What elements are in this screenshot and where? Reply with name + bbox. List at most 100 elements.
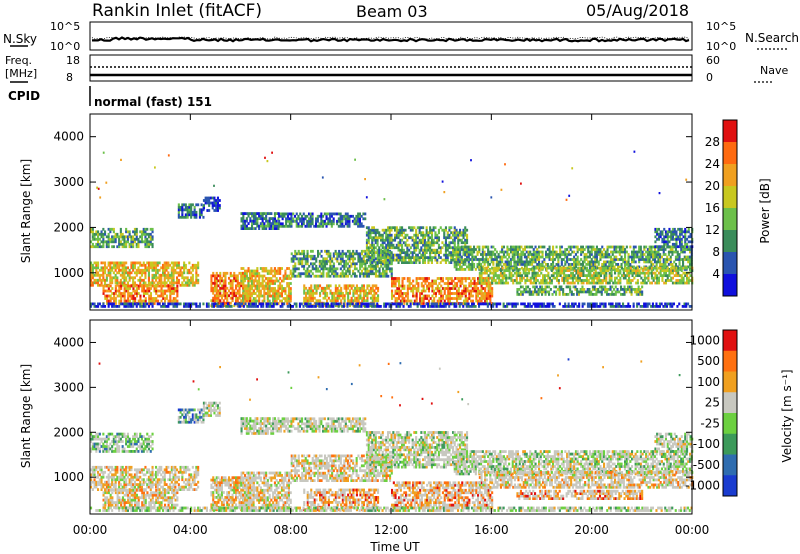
echo-cell (364, 259, 367, 263)
echo-cell (571, 250, 574, 254)
echo-cell (158, 278, 161, 282)
echo-cell (220, 279, 223, 283)
echo-cell (576, 255, 579, 259)
echo-cell (102, 235, 105, 239)
echo-cell (626, 266, 629, 270)
echo-cell (478, 258, 481, 261)
echo-cell (266, 222, 269, 225)
echo-cell (181, 273, 184, 277)
echo-cell (538, 260, 541, 264)
echo-cell (464, 231, 467, 235)
echo-cell (158, 273, 161, 277)
echo-cell (603, 248, 606, 251)
echo-cell (676, 258, 679, 261)
echo-cell (489, 284, 492, 288)
echo-cell (489, 269, 492, 272)
echo-cell (318, 214, 321, 218)
echo-cell (671, 276, 674, 280)
echo-cell (163, 261, 166, 265)
echo-cell (427, 299, 430, 303)
echo-cell (557, 269, 560, 272)
echo-cell (100, 266, 103, 270)
echo-cell (635, 271, 638, 275)
echo-cell (245, 272, 248, 275)
echo-cell (251, 212, 254, 215)
echo-cell (640, 271, 643, 275)
echo-cell (608, 276, 611, 280)
echo-cell (119, 242, 122, 246)
echo-cell (430, 241, 433, 245)
echo-cell (664, 271, 667, 275)
echo-cell (635, 281, 638, 285)
echo-cell (429, 284, 432, 288)
echo-cell (135, 292, 138, 295)
echo-cell (365, 238, 368, 242)
echo-cell (111, 297, 114, 300)
echo-cell (158, 294, 161, 298)
echo-cell (123, 266, 126, 270)
echo-cell (352, 254, 355, 258)
echo-cell (547, 274, 550, 277)
echo-cell (512, 279, 515, 282)
echo-cell (474, 268, 477, 271)
echo-cell (450, 253, 453, 257)
echo-cell (505, 269, 508, 272)
echo-cell (420, 302, 423, 305)
echo-cell (589, 281, 592, 285)
echo-cell (331, 299, 334, 303)
echo-cell (109, 281, 112, 285)
echo-cell (590, 258, 593, 261)
echo-cell (371, 243, 374, 247)
echo-cell (177, 271, 180, 275)
echo-cell (525, 260, 528, 264)
echo-cell (198, 208, 201, 212)
echo-cell (123, 271, 126, 275)
echo-cell (93, 232, 96, 236)
echo-cell (436, 261, 439, 264)
echo-cell (327, 259, 330, 263)
echo-cell (520, 260, 523, 264)
echo-cell (272, 282, 275, 285)
echo-cell (318, 222, 321, 226)
echo-cell (326, 299, 329, 303)
echo-cell (128, 294, 131, 298)
echo-cell (343, 259, 346, 263)
echo-cell (244, 224, 247, 228)
echo-cell (494, 274, 497, 277)
echo-cell (270, 222, 273, 225)
echo-cell (448, 226, 451, 230)
echo-cell (473, 279, 476, 283)
echo-cell (369, 269, 372, 273)
echo-cell (390, 261, 393, 264)
echo-cell (582, 271, 585, 275)
echo-cell (252, 272, 255, 275)
echo-cell (123, 268, 126, 272)
echo-cell (334, 257, 337, 261)
echo-cell (275, 279, 278, 283)
echo-cell (478, 248, 481, 251)
echo-cell (316, 217, 319, 221)
echo-cell (524, 281, 527, 285)
echo-cell (480, 279, 483, 282)
echo-cell (597, 263, 600, 266)
echo-cell (245, 217, 248, 220)
echo-cell (427, 282, 430, 285)
echo-cell (642, 281, 645, 285)
echo-cell (509, 263, 512, 266)
echo-cell (332, 217, 335, 221)
echo-cell (249, 217, 252, 220)
echo-cell (97, 273, 100, 277)
echo-cell (404, 258, 407, 262)
echo-cell (387, 238, 390, 242)
echo-cell (165, 266, 168, 270)
echo-cell (340, 294, 343, 298)
echo-cell (487, 269, 490, 272)
echo-cell (142, 281, 145, 285)
echo-cell (548, 245, 551, 249)
echo-cell (580, 258, 583, 261)
echo-cell (219, 299, 222, 303)
echo-cell (543, 260, 546, 264)
echo-cell (213, 274, 216, 278)
echo-cell (90, 240, 93, 244)
echo-cell (412, 292, 415, 295)
